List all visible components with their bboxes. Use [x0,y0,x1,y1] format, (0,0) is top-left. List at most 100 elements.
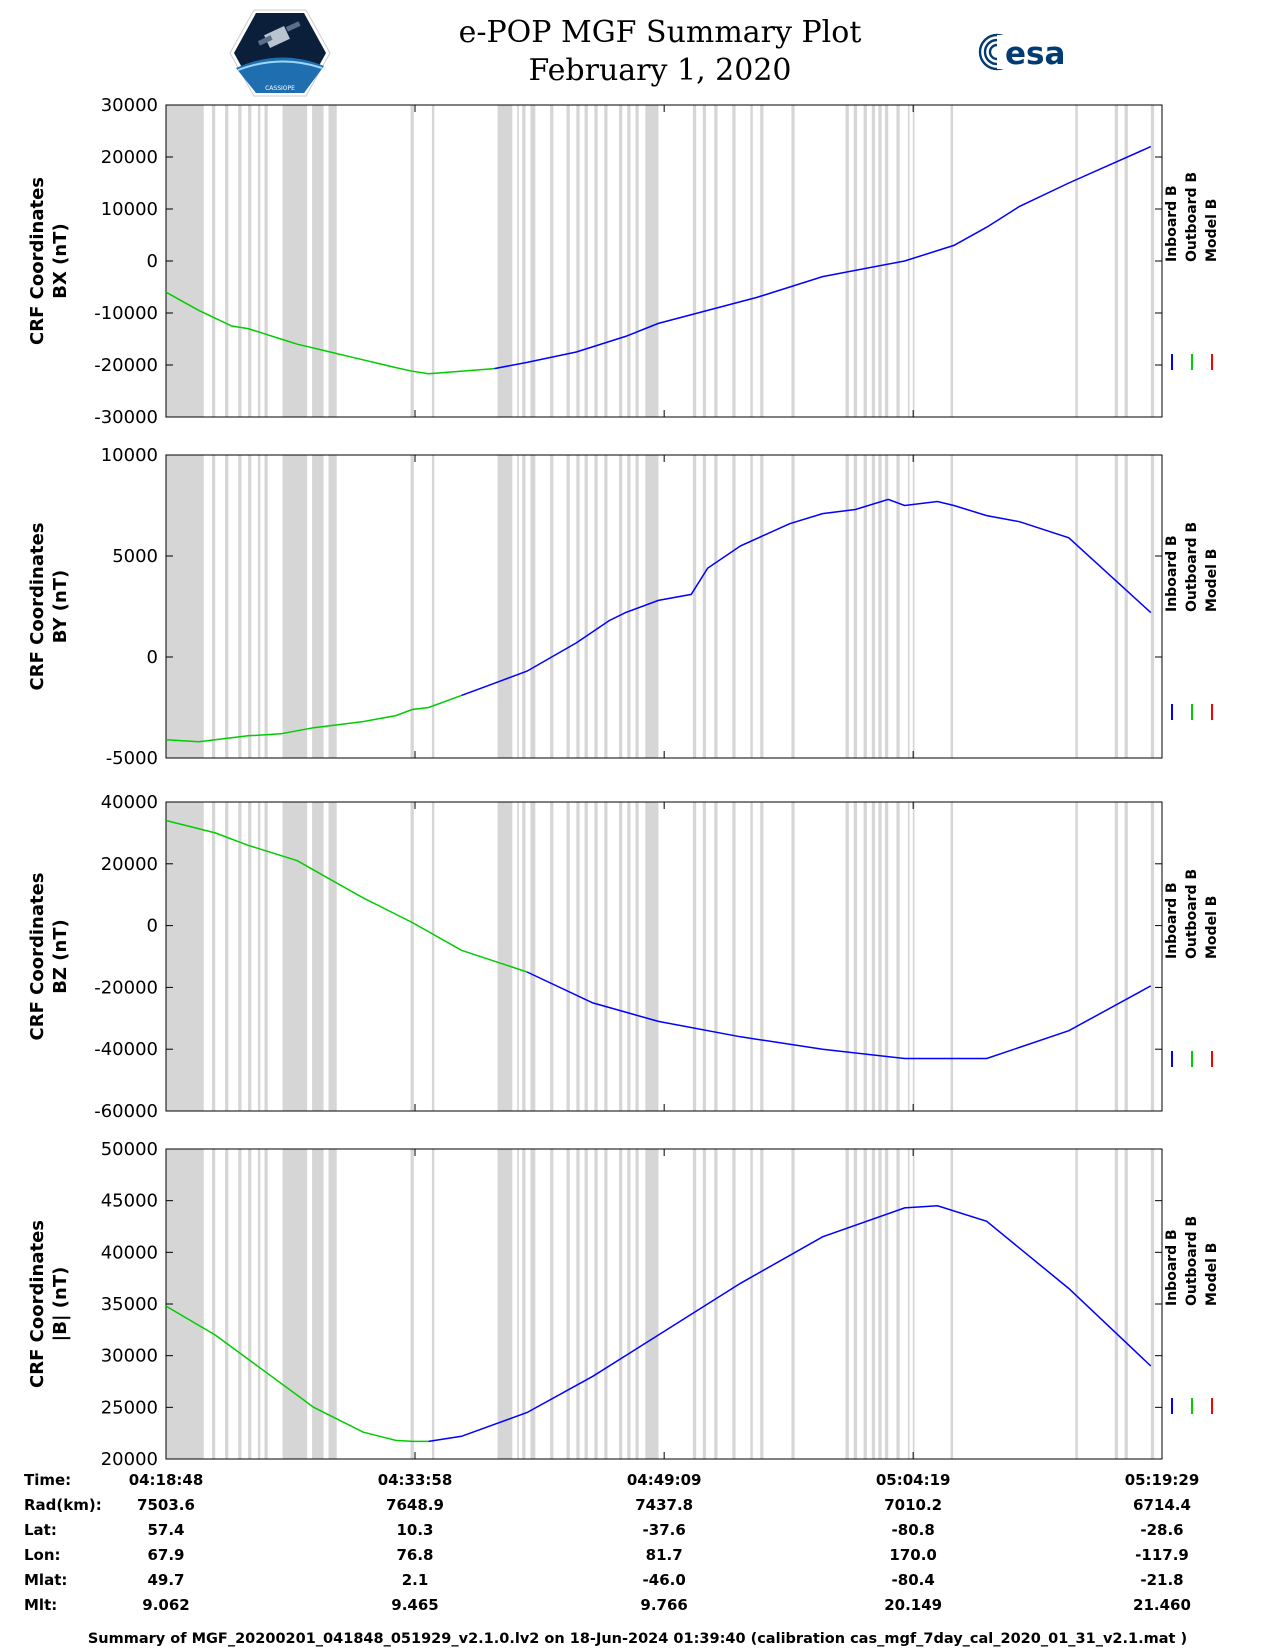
data-gap-band [594,802,598,1111]
title-line-2: February 1, 2020 [528,53,792,88]
data-gap-band [1150,105,1155,417]
y-tick-label: 0 [147,251,158,272]
data-gap-band [530,455,536,758]
data-gap-band [853,105,858,417]
legend-label: Outboard B [1184,522,1200,612]
data-gap-band [878,455,882,758]
data-gap-band [248,1149,252,1459]
data-gap-band [619,105,623,417]
panel-2: 10000 5000 0 -5000 CRF Coordinates BY (nT) Inb… [27,445,1220,769]
y-tick-label: -10000 [94,303,158,324]
data-gap-band [604,1149,608,1459]
data-gap-band [912,1149,915,1459]
data-gap-band [1114,105,1119,417]
data-gap-band [760,802,764,1111]
data-gap-band [566,1149,570,1459]
data-gap-band [645,455,659,758]
cassiope-mission-logo: CASSIOPE [229,9,331,97]
data-gap-band [328,802,337,1111]
data-gap-band [635,105,639,417]
data-gap-band [312,455,324,758]
y-tick-label: -20000 [94,355,158,376]
data-gap-band [431,1149,435,1459]
data-gap-band [884,802,889,1111]
data-gap-band [702,1149,707,1459]
data-gap-band [1075,455,1078,758]
data-gap-band [264,105,268,417]
data-gap-band [950,802,954,1111]
data-gap-band [878,1149,882,1459]
data-gap-band [211,105,216,417]
data-gap-band [225,105,229,417]
y-tick-label: 5000 [112,546,158,567]
data-gap-band [896,455,900,758]
data-gap-band [907,105,910,417]
data-gap-band [328,455,337,758]
data-gap-band [635,1149,639,1459]
data-gap-band [912,455,915,758]
data-gap-band [884,1149,889,1459]
panel-1: 30000 20000 10000 0 -10000 -20000 -30000 CRF Co… [27,95,1220,428]
data-gap-band [517,455,519,758]
legend-label: Inboard B [1164,1229,1180,1306]
legend-label: Inboard B [1164,535,1180,612]
data-gap-band [238,802,242,1111]
data-gap-band [645,1149,659,1459]
data-gap-band [550,105,554,417]
data-gap-band [950,455,954,758]
data-gap-band [702,105,707,417]
data-gap-band [312,802,324,1111]
data-gap-band [431,105,435,417]
data-gap-band [791,455,795,758]
data-gap-band [1114,1149,1119,1459]
data-gap-band [896,105,900,417]
data-gap-band [871,802,876,1111]
data-gap-band [627,802,631,1111]
data-gap-band [238,1149,242,1459]
y-tick-label: 30000 [101,1346,158,1367]
data-gap-band [584,1149,588,1459]
y-axis-label-line2: BZ (nT) [50,919,71,994]
y-axis-label-line2: BY (nT) [50,570,71,644]
data-gap-band [732,802,736,1111]
data-gap-band [750,105,753,417]
data-gap-band [431,802,435,1111]
series-outboard-b [165,291,495,375]
y-tick-label: 20000 [101,854,158,875]
data-gap-band [517,802,519,1111]
y-tick-label: 0 [147,916,158,937]
series-outboard-b [165,819,528,973]
data-gap-band [635,455,639,758]
data-gap-band [619,455,623,758]
data-gap-band [1075,1149,1078,1459]
legend-label: Model B [1204,549,1220,612]
data-gap-band [594,1149,598,1459]
data-gap-band [884,105,889,417]
data-gap-band [576,1149,580,1459]
series-inboard-b [461,498,1152,697]
y-tick-label: 40000 [101,1242,158,1263]
data-gap-band [871,105,876,417]
y-tick-label: 20000 [101,147,158,168]
data-gap-band [692,455,697,758]
data-gap-band [312,1149,324,1459]
legend-label: Model B [1204,199,1220,262]
data-gap-band [282,1149,308,1459]
data-gap-band [431,455,435,758]
data-gap-band [497,802,513,1111]
legend-label: Model B [1204,896,1220,959]
y-tick-label: 30000 [101,95,158,116]
series-outboard-b [165,1305,429,1443]
data-gap-band [225,455,229,758]
y-tick-label: 50000 [101,1139,158,1160]
data-gap-band [576,802,580,1111]
data-gap-band [530,1149,536,1459]
data-gap-band [550,455,554,758]
y-axis-label-line2: |B| (nT) [50,1267,71,1342]
data-gap-band [576,105,580,417]
data-gap-band [594,105,598,417]
y-axis-label-line1: CRF Coordinates [27,177,48,345]
data-gap-band [871,1149,876,1459]
data-gap-band [853,1149,858,1459]
data-gap-band [530,802,536,1111]
